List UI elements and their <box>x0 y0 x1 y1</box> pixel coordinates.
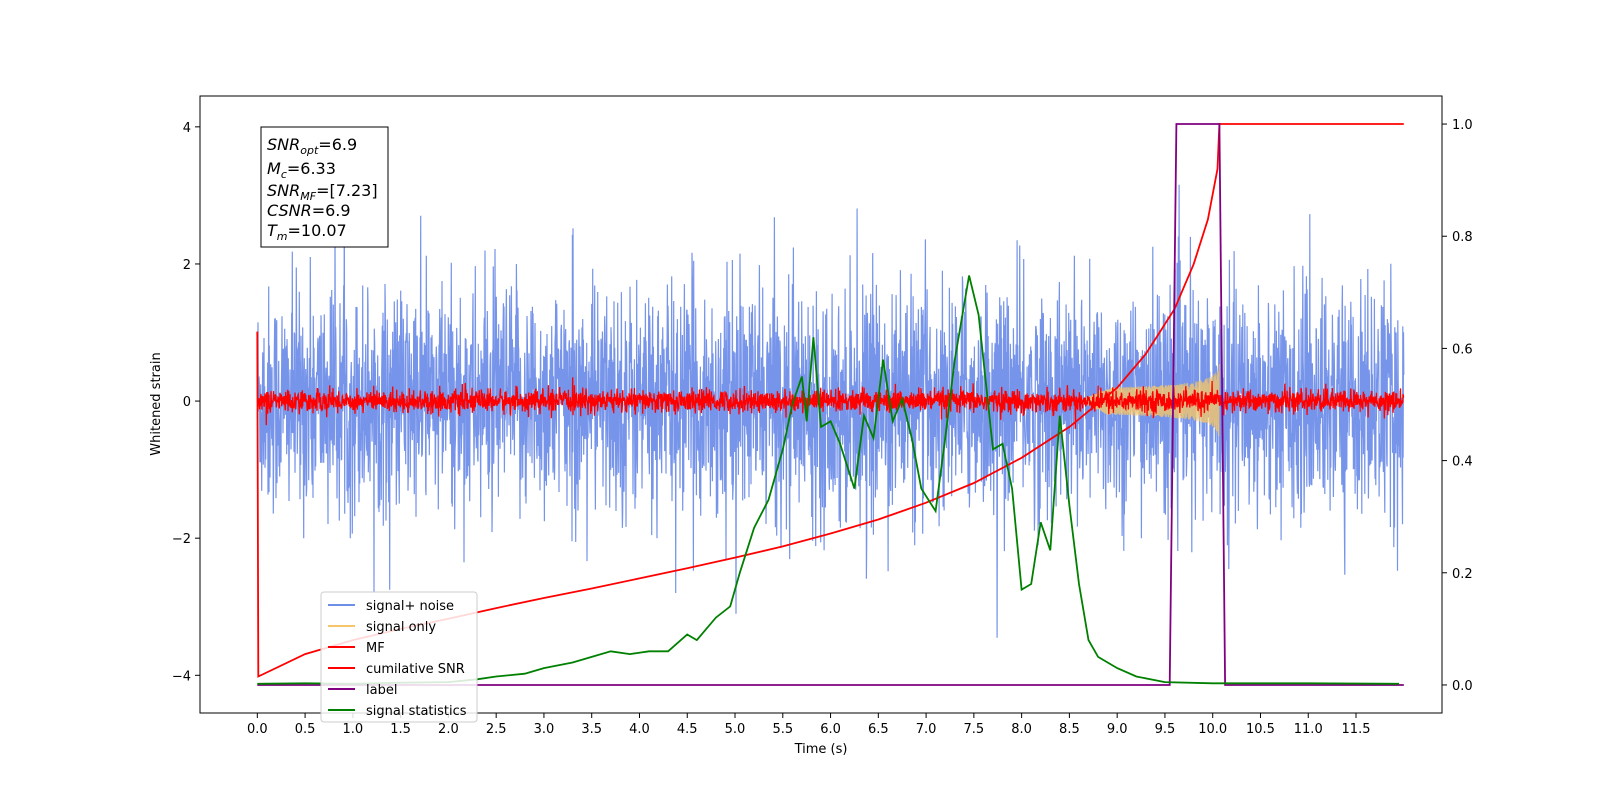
mc-sub: c <box>281 168 287 181</box>
series-signal-statistics <box>257 275 1400 685</box>
x-tick-label: 2.5 <box>486 722 507 737</box>
x-tick-label: 6.0 <box>820 722 841 737</box>
annotation-box: SNRopt=6.9 Mc=6.33 SNRMF=[7.23] CSNR=6.9… <box>260 126 389 248</box>
x-tick-label: 10.0 <box>1198 722 1227 737</box>
snr-mf-sub: MF <box>300 190 316 203</box>
annotation-mc: Mc=6.33 <box>267 159 336 181</box>
y-axis-label: Whitened strain <box>149 352 164 455</box>
legend-entries: signal+ noise signal only MF cumilative SNR… <box>328 599 467 719</box>
x-tick-label: 7.5 <box>964 722 985 737</box>
legend-label-label: label <box>366 683 397 698</box>
x-tick-label: 3.0 <box>534 722 555 737</box>
tm-value: =10.07 <box>288 221 347 240</box>
y2-tick-label: 0.2 <box>1452 567 1473 582</box>
x-tick-label: 3.5 <box>581 722 602 737</box>
legend: signal+ noise signal only MF cumilative SNR… <box>320 591 478 723</box>
series-mf <box>256 377 1405 429</box>
x-tick-label: 4.0 <box>629 722 650 737</box>
mc-value: =6.33 <box>287 159 336 178</box>
x-tick-label: 1.5 <box>390 722 411 737</box>
annotation-frame <box>260 126 389 248</box>
x-tick-label: 5.0 <box>725 722 746 737</box>
legend-label-mf: MF <box>366 641 385 656</box>
series-signal-noise <box>256 184 1405 638</box>
plot-frame <box>199 95 1443 714</box>
y2-tick-label: 1.0 <box>1452 118 1473 133</box>
series-label <box>257 123 1404 686</box>
x-tick-label: 8.5 <box>1059 722 1080 737</box>
x-tick-label: 9.5 <box>1155 722 1176 737</box>
y-tick-label: 0 <box>183 395 191 410</box>
x-tick-label: 4.5 <box>677 722 698 737</box>
noise-layer <box>256 184 1405 638</box>
snr-opt-value: =6.9 <box>318 135 357 154</box>
series-signal-only <box>1078 364 1220 437</box>
y-axis-left: 4 2 0 −2 −4 <box>172 121 200 684</box>
x-tick-label: 10.5 <box>1246 722 1275 737</box>
snr-mf-value: =[7.23] <box>316 181 378 200</box>
x-tick-label: 11.5 <box>1342 722 1371 737</box>
annotation-snr-mf: SNRMF=[7.23] <box>267 181 378 203</box>
x-tick-label: 0.5 <box>295 722 316 737</box>
x-tick-label: 11.0 <box>1294 722 1323 737</box>
tm-sub: m <box>277 230 288 243</box>
csnr-base: CSNR <box>267 201 312 220</box>
x-tick-label: 6.5 <box>868 722 889 737</box>
x-tick-label: 0.0 <box>247 722 268 737</box>
x-tick-label: 8.0 <box>1011 722 1032 737</box>
tm-base: T <box>267 221 278 240</box>
y-tick-label: 4 <box>183 121 191 136</box>
x-tick-label: 2.0 <box>438 722 459 737</box>
x-tick-label: 5.5 <box>772 722 793 737</box>
annotation-snr-opt: SNRopt=6.9 <box>267 135 357 157</box>
snr-opt-sub: opt <box>300 144 319 157</box>
legend-label-signal-only: signal only <box>366 620 436 635</box>
y2-tick-label: 0.8 <box>1452 230 1473 245</box>
y-tick-label: −4 <box>172 669 191 684</box>
y-tick-label: −2 <box>172 532 191 547</box>
legend-label-cumilative-snr: cumilative SNR <box>366 662 465 677</box>
x-tick-label: 7.0 <box>916 722 937 737</box>
y2-tick-label: 0.4 <box>1452 455 1473 470</box>
legend-label-signal-statistics: signal statistics <box>366 704 467 719</box>
x-tick-label: 1.0 <box>343 722 364 737</box>
x-axis: 0.0 0.5 1.0 1.5 2.0 2.5 3.0 3.5 4.0 4.5 5.0 5.5 6.0 6… <box>247 713 1371 737</box>
x-axis-label: Time (s) <box>794 742 848 757</box>
x-tick-label: 9.0 <box>1107 722 1128 737</box>
annotation-csnr: CSNR=6.9 <box>267 201 351 220</box>
y2-tick-label: 0.6 <box>1452 342 1473 357</box>
y2-tick-label: 0.0 <box>1452 679 1473 694</box>
snr-mf-base: SNR <box>267 181 300 200</box>
y-axis-right: 1.0 0.8 0.6 0.4 0.2 0.0 <box>1442 118 1473 694</box>
snr-opt-base: SNR <box>267 135 300 154</box>
mc-base: M <box>267 159 281 178</box>
y-tick-label: 2 <box>183 258 191 273</box>
legend-frame <box>320 591 478 723</box>
annotation-tm: Tm=10.07 <box>267 221 347 243</box>
csnr-value: =6.9 <box>312 201 351 220</box>
legend-label-signal-noise: signal+ noise <box>366 599 454 614</box>
